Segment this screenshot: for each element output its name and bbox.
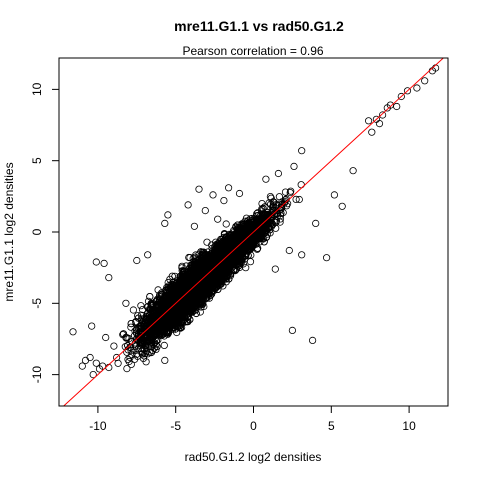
data-point <box>295 195 303 204</box>
data-point <box>137 302 145 310</box>
data-point <box>152 340 160 349</box>
data-point <box>114 359 122 367</box>
data-point <box>246 258 255 266</box>
data-point <box>292 195 300 203</box>
data-point <box>110 342 118 350</box>
data-point <box>276 218 284 226</box>
data-point <box>297 181 305 189</box>
data-point <box>232 223 240 231</box>
chart-subtitle: Pearson correlation = 0.96 <box>182 44 323 58</box>
data-point <box>258 200 266 208</box>
data-point <box>265 199 273 207</box>
data-point <box>144 350 152 358</box>
data-point <box>286 189 294 197</box>
data-point <box>129 306 137 314</box>
data-points <box>69 64 440 379</box>
chart-title: mre11.G1.1 vs rad50.G1.2 <box>174 18 344 34</box>
data-point <box>222 220 230 228</box>
correlation-label: Pearson correlation = <box>182 44 300 58</box>
data-point <box>154 286 162 294</box>
data-point <box>127 346 135 354</box>
data-point <box>123 364 131 373</box>
data-point <box>160 341 168 349</box>
data-point <box>267 200 275 208</box>
data-point <box>281 188 290 196</box>
correlation-value: 0.96 <box>300 44 324 58</box>
data-point <box>196 308 204 316</box>
